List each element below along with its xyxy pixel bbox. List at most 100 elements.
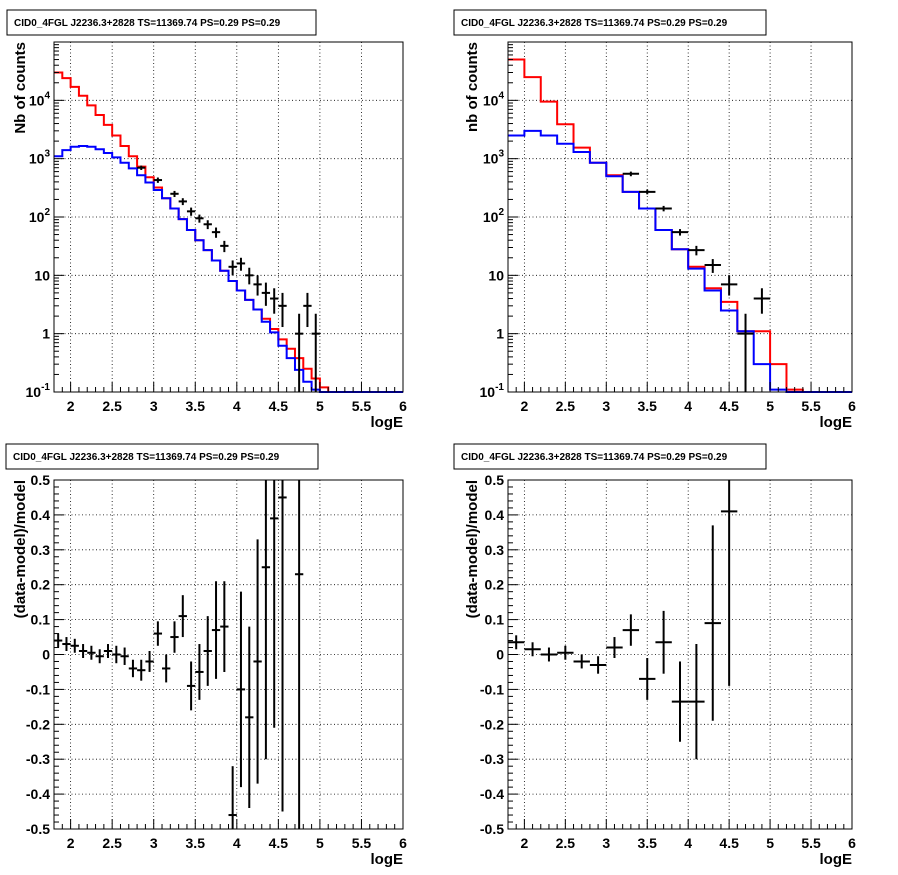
x-tick-label: 2.5 xyxy=(556,835,576,851)
data-point xyxy=(704,259,721,273)
residual-point xyxy=(211,581,221,679)
series-line-blue xyxy=(508,129,852,393)
data-point xyxy=(753,288,771,314)
grid xyxy=(508,42,852,392)
data-point xyxy=(655,205,672,212)
plot-title: CID0_4FGL J2236.3+2828 TS=11369.74 PS=0.… xyxy=(13,452,280,463)
residual-point xyxy=(245,626,254,809)
series-line-blue xyxy=(54,144,403,393)
residual-point xyxy=(573,654,590,669)
x-tick-label: 3.5 xyxy=(638,398,658,414)
x-tick-label: 3 xyxy=(602,835,610,851)
x-tick-label: 2.5 xyxy=(102,835,122,851)
panel-bottom-left-residuals: CID0_4FGL J2236.3+2828 TS=11369.74 PS=0.… xyxy=(5,443,407,868)
plot-frame xyxy=(53,479,404,830)
x-tick-label: 3.5 xyxy=(638,835,658,851)
plot-title: CID0_4FGL J2236.3+2828 TS=11369.74 PS=0.… xyxy=(14,18,281,29)
x-axis-label: logE xyxy=(371,851,404,868)
data-point xyxy=(671,229,689,236)
x-tick-label: 5.5 xyxy=(352,835,372,851)
data-point xyxy=(236,257,246,271)
residual-point xyxy=(589,656,607,674)
y-tick-label: 0.1 xyxy=(485,612,505,628)
data-point xyxy=(639,189,656,195)
data-point xyxy=(688,245,705,256)
residual-point xyxy=(203,616,212,686)
residual-point xyxy=(236,591,246,788)
y-tick-label: -0.2 xyxy=(26,716,50,732)
y-tick-label: 103 xyxy=(483,149,505,167)
data-point xyxy=(253,275,262,296)
y-tick-label: 0.4 xyxy=(31,507,51,523)
data-point xyxy=(186,207,196,216)
x-tick-label: 3.5 xyxy=(186,398,206,414)
ticks xyxy=(53,44,404,393)
x-tick-label: 5.5 xyxy=(801,398,821,414)
y-tick-label: 0.3 xyxy=(485,542,505,558)
residual-point xyxy=(62,637,71,652)
residual-point xyxy=(178,595,187,638)
residual-point xyxy=(186,661,196,711)
y-tick-label: 10 xyxy=(488,267,504,283)
data-point xyxy=(303,292,312,328)
data-point xyxy=(203,220,212,230)
y-tick-label: -0.1 xyxy=(26,681,50,697)
residual-point xyxy=(704,525,721,721)
residual-point xyxy=(639,657,656,700)
residual-point xyxy=(606,637,623,658)
y-tick-label: 0.1 xyxy=(31,612,51,628)
x-tick-label: 5 xyxy=(316,835,324,851)
residual-point xyxy=(278,480,287,812)
y-tick-label: 104 xyxy=(29,90,51,108)
x-tick-label: 3 xyxy=(150,398,158,414)
x-tick-label: 4 xyxy=(233,835,241,851)
title-box xyxy=(5,443,319,470)
residual-point xyxy=(524,642,541,657)
y-tick-label: -0.3 xyxy=(480,751,504,767)
residual-point xyxy=(270,480,279,728)
x-tick-label: 5.5 xyxy=(352,398,372,414)
ticks xyxy=(507,479,853,830)
y-tick-label: 0 xyxy=(496,647,504,663)
residual-point xyxy=(137,659,146,681)
x-tick-label: 5 xyxy=(316,398,324,414)
residual-point xyxy=(253,539,262,784)
data-point xyxy=(228,260,237,276)
y-tick-label: -0.4 xyxy=(26,786,50,802)
x-tick-label: 6 xyxy=(848,398,856,414)
data-point xyxy=(294,313,304,392)
x-tick-label: 6 xyxy=(399,398,407,414)
series-line-red xyxy=(54,71,403,393)
y-tick-label: -0.1 xyxy=(480,681,504,697)
x-tick-label: 4.5 xyxy=(269,398,289,414)
residual-point xyxy=(103,644,113,658)
x-axis-label: logE xyxy=(371,414,404,431)
x-axis-label: logE xyxy=(820,851,853,868)
y-tick-label: -0.3 xyxy=(26,751,50,767)
grid xyxy=(54,480,403,829)
y-tick-label: 10-1 xyxy=(480,382,505,400)
residual-point xyxy=(671,661,689,742)
x-tick-label: 2 xyxy=(67,398,75,414)
data-point xyxy=(153,177,163,183)
residual-point xyxy=(294,480,304,829)
data-point xyxy=(737,313,754,392)
residual-point xyxy=(153,621,163,646)
residual-point xyxy=(228,766,237,829)
data-point xyxy=(170,190,179,198)
title-box xyxy=(453,443,767,470)
plot-frame xyxy=(53,41,404,393)
x-tick-label: 4 xyxy=(684,398,692,414)
y-tick-label: 103 xyxy=(29,149,51,167)
residual-point xyxy=(508,635,525,650)
y-axis-label: (data-model)/model xyxy=(12,480,29,618)
y-tick-label: -0.4 xyxy=(480,786,504,802)
panel-top-right-counts: CID0_4FGL J2236.3+2828 TS=11369.74 PS=0.… xyxy=(453,9,856,431)
x-tick-label: 5 xyxy=(766,398,774,414)
ticks xyxy=(53,479,404,830)
x-tick-label: 3 xyxy=(602,398,610,414)
residual-point xyxy=(261,480,271,760)
residual-point xyxy=(720,480,738,686)
x-tick-label: 5 xyxy=(766,835,774,851)
x-tick-label: 4 xyxy=(233,398,241,414)
